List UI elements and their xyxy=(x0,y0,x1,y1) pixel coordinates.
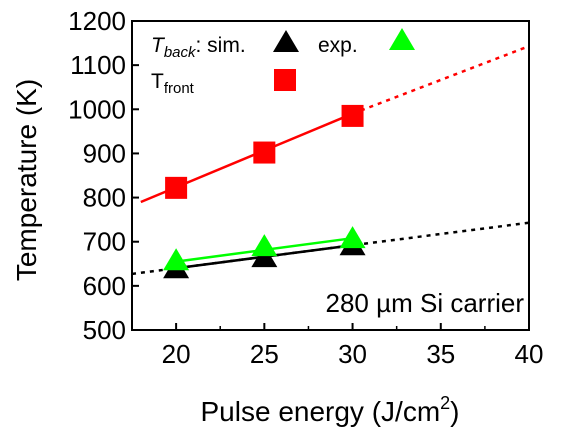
back-exp-point xyxy=(339,226,366,249)
y-axis-title: Temperature (K) xyxy=(11,79,42,281)
legend-sim-label: : sim. xyxy=(196,34,246,57)
legend-exp-marker xyxy=(389,28,415,50)
back-exp-point xyxy=(163,248,190,271)
back-exp-point xyxy=(251,234,278,257)
legend-front-label: Tfront xyxy=(151,70,195,97)
y-tick-label: 600 xyxy=(83,271,126,301)
carrier-annotation: 280 µm Si carrier xyxy=(326,288,525,318)
legend-back-label: Tback: sim. xyxy=(151,34,246,61)
front-point xyxy=(341,104,364,127)
legend-sim-marker xyxy=(273,30,299,52)
front-point xyxy=(165,176,188,199)
x-tick-label: 35 xyxy=(426,339,455,369)
front-point xyxy=(253,141,276,164)
x-tick-label: 40 xyxy=(515,339,544,369)
y-tick-label: 700 xyxy=(83,227,126,257)
legend-front-T: T xyxy=(151,70,164,93)
data-markers xyxy=(163,104,366,279)
y-tick-label: 500 xyxy=(83,315,126,345)
x-axis-title-main: Pulse energy (J/cm xyxy=(201,396,441,427)
y-tick-label: 1200 xyxy=(68,6,126,36)
legend-front-sub: front xyxy=(164,80,195,97)
x-axis-title-end: ) xyxy=(450,396,459,427)
y-tick-label: 800 xyxy=(83,183,126,213)
y-tick-label: 1100 xyxy=(70,50,126,80)
y-tick-label: 1000 xyxy=(68,94,126,124)
x-tick-label: 25 xyxy=(250,339,279,369)
front-fit-dotted xyxy=(352,44,530,115)
x-axis-title-sup: 2 xyxy=(440,393,450,413)
legend-back-sub: back xyxy=(164,44,197,61)
y-tick-label: 900 xyxy=(83,138,126,168)
plot-frame xyxy=(131,20,530,331)
legend-back-T: T xyxy=(151,34,166,57)
back-sim-point xyxy=(251,245,278,268)
legend-exp-label: exp. xyxy=(318,34,358,57)
x-tick-label: 20 xyxy=(162,339,191,369)
axis-ticks: 20 25 30 35 40 500 600 700 800 900 1000 1100 1200 xyxy=(68,6,543,369)
x-tick-label: 30 xyxy=(338,339,367,369)
legend-front-marker xyxy=(274,69,296,91)
x-axis-title: Pulse energy (J/cm2) xyxy=(201,393,460,427)
